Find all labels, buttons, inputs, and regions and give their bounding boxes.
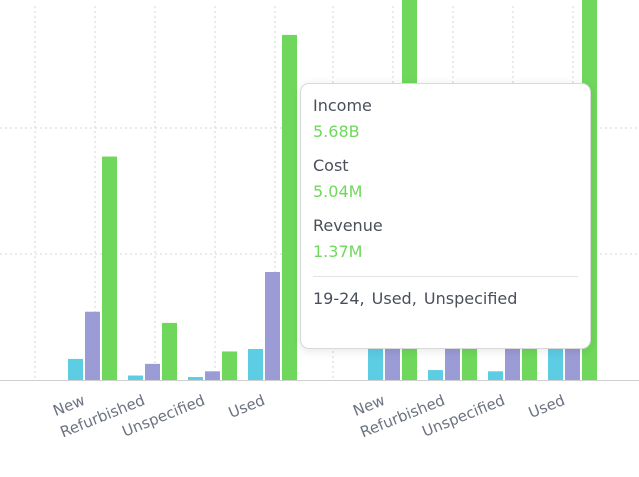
tooltip-divider xyxy=(313,276,578,277)
bar-13-18-unspecified-revenue[interactable] xyxy=(205,371,220,380)
bar-13-18-used-income[interactable] xyxy=(282,34,297,381)
tooltip-income-value: 5.68B xyxy=(313,122,360,141)
bar-13-18-used-cost[interactable] xyxy=(248,348,263,380)
bar-13-18-new-revenue[interactable] xyxy=(85,311,100,380)
bar-19-24-refurbished-income[interactable] xyxy=(462,345,477,380)
bar-13-18-refurbished-cost[interactable] xyxy=(128,375,143,380)
bar-13-18-unspecified-cost[interactable] xyxy=(188,377,203,380)
bar-13-18-refurbished-revenue[interactable] xyxy=(145,363,160,380)
tooltip-revenue-value: 1.37M xyxy=(313,242,363,261)
bar-19-24-refurbished-revenue[interactable] xyxy=(445,345,460,380)
bar-13-18-new-cost[interactable] xyxy=(68,358,83,380)
tooltip-income-label: Income xyxy=(313,96,372,115)
tooltip-context: 19-24, Used, Unspecified xyxy=(313,289,518,308)
bar-19-24-used-revenue[interactable] xyxy=(565,345,580,380)
x-tick-label: Used xyxy=(526,391,568,422)
bar-19-24-unspecified-cost[interactable] xyxy=(488,371,503,380)
bar-13-18-unspecified-income[interactable] xyxy=(222,351,237,380)
tooltip-cost-label: Cost xyxy=(313,156,349,175)
bar-13-18-refurbished-income[interactable] xyxy=(162,322,177,380)
bar-19-24-refurbished-cost[interactable] xyxy=(428,370,443,380)
bar-13-18-new-income[interactable] xyxy=(102,156,117,380)
chart-tooltip: Income 5.68B Cost 5.04M Revenue 1.37M 19… xyxy=(300,83,591,349)
tooltip-revenue-label: Revenue xyxy=(313,216,383,235)
bar-19-24-new-revenue[interactable] xyxy=(385,345,400,380)
bar-13-18-used-revenue[interactable] xyxy=(265,272,280,380)
tooltip-cost-value: 5.04M xyxy=(313,182,363,201)
bar-19-24-unspecified-income[interactable] xyxy=(522,345,537,380)
bar-19-24-unspecified-revenue[interactable] xyxy=(505,345,520,380)
x-tick-label: Used xyxy=(226,391,268,422)
